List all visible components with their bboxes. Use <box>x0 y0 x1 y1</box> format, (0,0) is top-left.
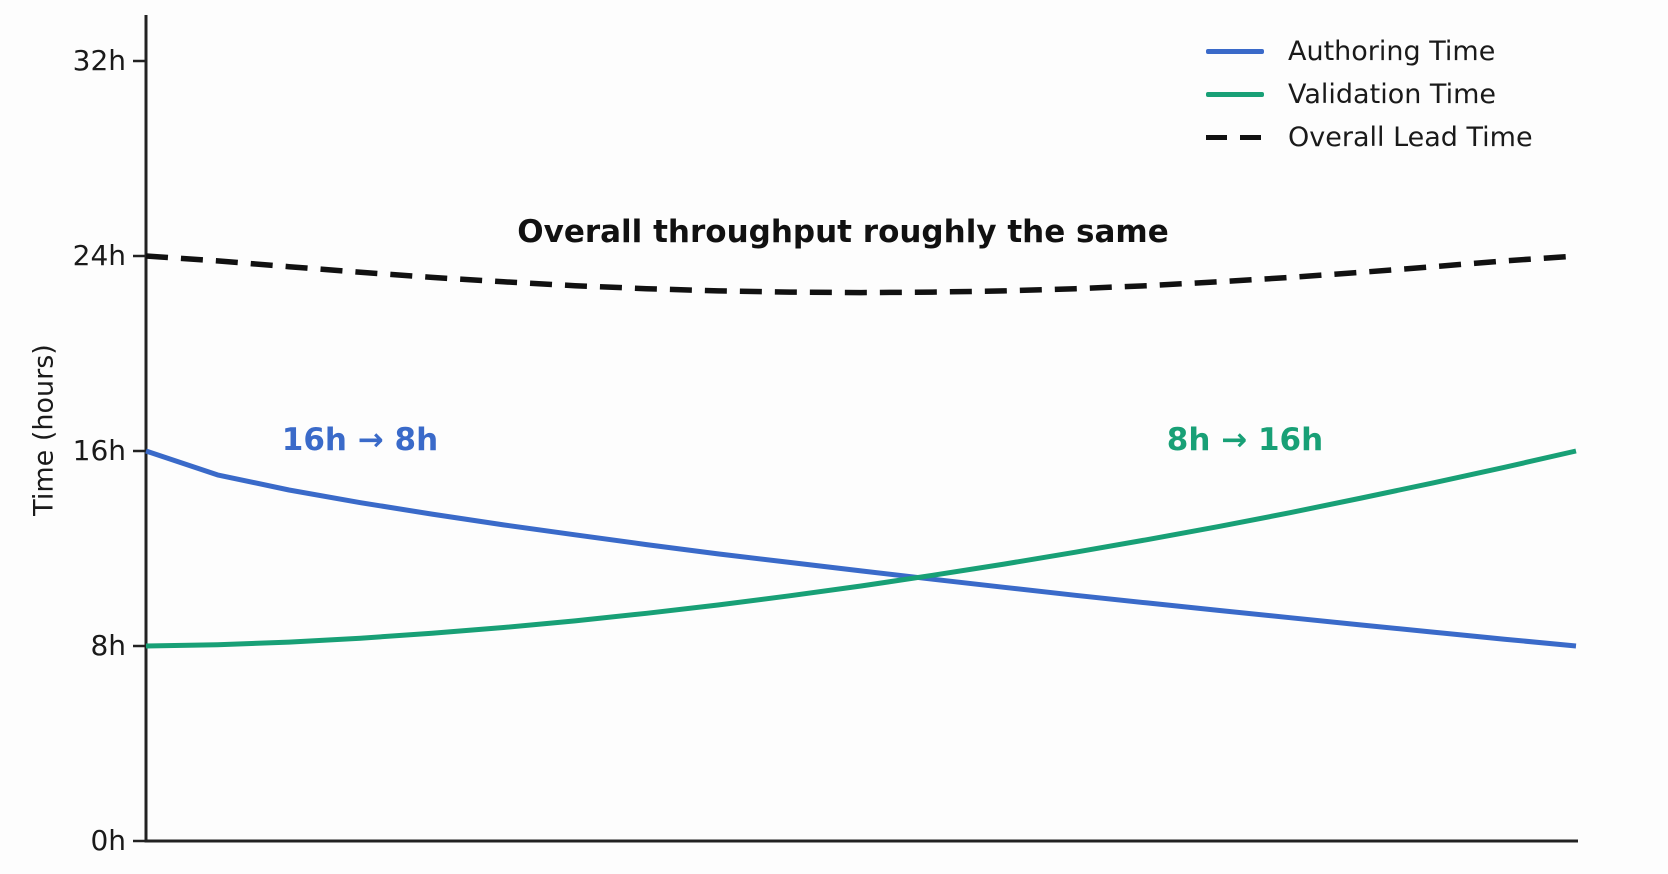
legend-label: Overall Lead Time <box>1288 122 1533 153</box>
y-tick-label: 8h <box>90 629 126 662</box>
annotation-overall-throughput: Overall throughput roughly the same <box>517 214 1169 250</box>
y-tick-label: 16h <box>72 434 126 467</box>
authoring-time-line-swatch-icon <box>1206 49 1264 54</box>
y-axis-title: Time (hours) <box>28 344 60 516</box>
validation-time-line-swatch-icon <box>1206 92 1264 97</box>
legend-entry-authoring-time: Authoring Time <box>1206 30 1533 73</box>
series-line-authoring-time <box>145 448 1577 649</box>
y-tick-label: 32h <box>72 44 126 77</box>
legend-entry-validation-time: Validation Time <box>1206 73 1533 116</box>
legend: Authoring Time Validation Time Overall L… <box>1206 30 1533 159</box>
y-tick-label: 24h <box>72 239 126 272</box>
y-tick-label: 0h <box>90 824 126 857</box>
legend-label: Validation Time <box>1288 79 1496 110</box>
legend-entry-overall-lead-time: Overall Lead Time <box>1206 116 1533 159</box>
series-line-validation-time <box>145 448 1577 649</box>
annotation-authoring-change: 16h → 8h <box>281 422 439 458</box>
overall-lead-time-dashed-swatch-icon <box>1206 135 1264 140</box>
series-line-overall-lead-time <box>145 253 1577 296</box>
legend-label: Authoring Time <box>1288 36 1496 67</box>
annotation-validation-change: 8h → 16h <box>1166 422 1324 458</box>
